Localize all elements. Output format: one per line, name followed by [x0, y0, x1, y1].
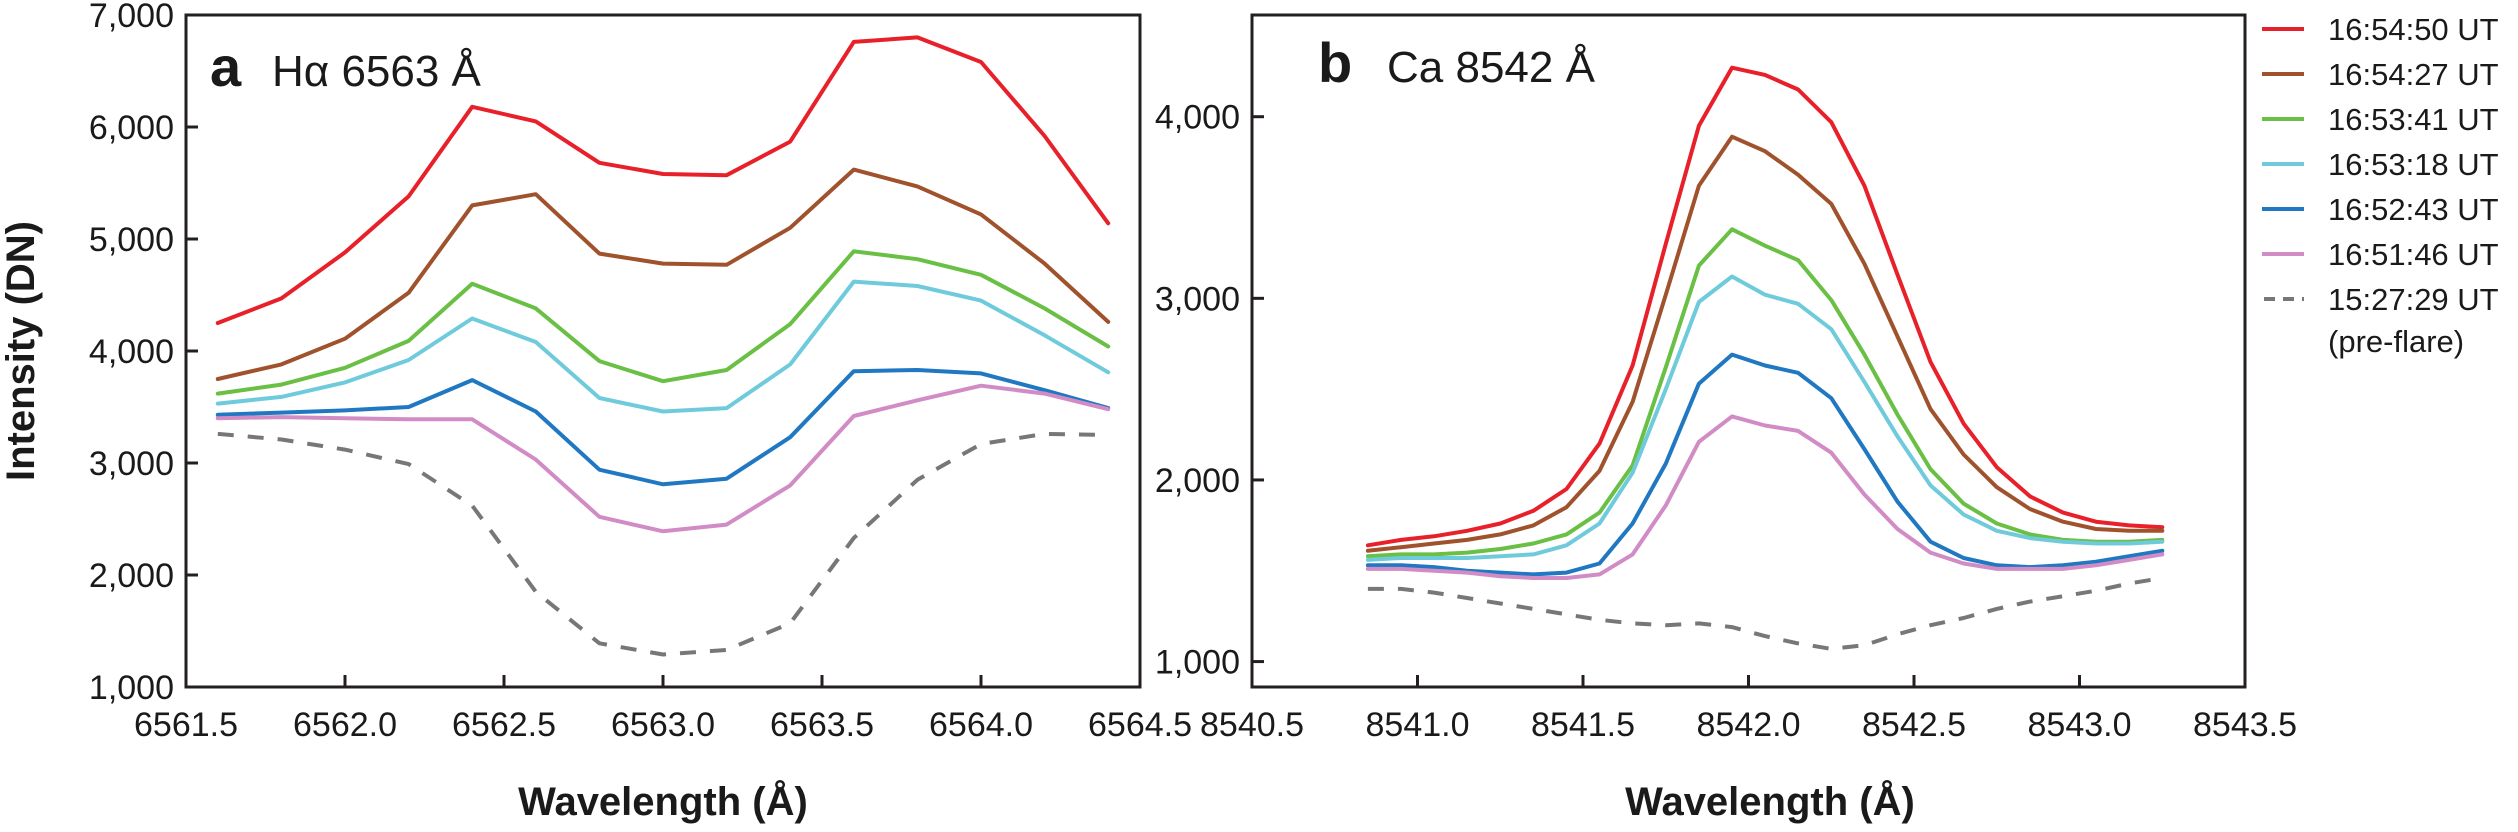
y-axis-label: Intensity (DN) — [0, 221, 43, 481]
legend-label: 16:54:50 UT — [2328, 12, 2499, 47]
panel-b-ticks-layer: 8540.5 8541.0 8541.5 8542.0 8542.5 8543.0 8543… — [1155, 99, 2297, 744]
panel-a-xtick-label: 6561.5 — [134, 706, 238, 744]
panel-a-xlabel: Wavelength (Å) — [518, 779, 808, 824]
panel-a-series-4 — [215, 368, 1111, 487]
legend-label: 16:54:27 UT — [2328, 57, 2499, 92]
panel-a-xtick-label: 6562.5 — [452, 706, 556, 744]
panel-a-ytick-label: 4,000 — [89, 333, 174, 371]
panel-b-xtick-label: 8540.5 — [1200, 706, 1304, 744]
panel-b-series-3 — [1365, 274, 2165, 562]
panel-b-ytick-label: 1,000 — [1155, 644, 1240, 682]
panel-a-series-0 — [215, 35, 1111, 325]
panel-b-xtick-label: 8541.5 — [1531, 706, 1635, 744]
panel-a-letter: a — [210, 35, 242, 98]
legend-label: 16:51:46 UT — [2328, 237, 2499, 272]
panel-b-xlabel: Wavelength (Å) — [1625, 779, 1915, 824]
legend-label: 15:27:29 UT — [2328, 282, 2499, 317]
panel-a-ytick-label: 3,000 — [89, 445, 174, 483]
panel-a-series-1 — [215, 167, 1111, 381]
panel-a-title: Hα 6563 Å — [272, 47, 482, 96]
panel-a-series-2 — [215, 249, 1111, 396]
legend-label-note: (pre-flare) — [2328, 324, 2464, 359]
panel-a-xtick-label: 6562.0 — [293, 706, 397, 744]
legend-label: 16:53:41 UT — [2328, 102, 2499, 137]
panel-b-xtick-label: 8541.0 — [1366, 706, 1470, 744]
panel-b-series-1 — [1365, 134, 2165, 553]
panel-b-ytick-label: 4,000 — [1155, 99, 1240, 137]
panel-a-ytick-label: 7,000 — [89, 0, 174, 35]
panel-b-ytick-label: 3,000 — [1155, 280, 1240, 318]
panel-b-xtick-label: 8543.5 — [2193, 706, 2297, 744]
panel-a-frame — [184, 13, 1142, 689]
panel-a: 6561.5 6562.0 6562.5 6563.0 6563.5 6564.0 6564… — [0, 0, 1192, 824]
panel-b-title: Ca 8542 Å — [1387, 43, 1596, 92]
panel-a-ytick-label: 5,000 — [89, 221, 174, 259]
panel-a-series-5 — [215, 383, 1111, 534]
panel-b-frame — [1250, 13, 2247, 689]
panel-b-xtick-label: 8543.0 — [2028, 706, 2132, 744]
legend: 16:54:50 UT 16:54:27 UT 16:53:41 UT 16:53:1… — [2262, 12, 2499, 359]
panel-b-series-2 — [1365, 227, 2165, 559]
panel-a-xtick-label: 6564.5 — [1088, 706, 1192, 744]
panel-a-xtick-label: 6563.5 — [770, 706, 874, 744]
panel-b-series-0 — [1365, 65, 2165, 548]
panel-b: 8540.5 8541.0 8541.5 8542.0 8542.5 8543.0 8543… — [1155, 13, 2297, 824]
panel-a-ytick-label: 2,000 — [89, 557, 174, 595]
panel-a-xtick-label: 6564.0 — [929, 706, 1033, 744]
panel-a-ticks-layer: 6561.5 6562.0 6562.5 6563.0 6563.5 6564.0 6564… — [89, 0, 1192, 744]
legend-label: 16:52:43 UT — [2328, 192, 2499, 227]
panel-a-series-6 — [217, 431, 1109, 657]
panel-b-series-5 — [1365, 414, 2165, 580]
panel-a-ytick-label: 1,000 — [89, 669, 174, 707]
panel-a-xtick-label: 6563.0 — [611, 706, 715, 744]
panel-b-xtick-label: 8542.5 — [1862, 706, 1966, 744]
panel-a-series-3 — [215, 279, 1111, 414]
legend-label: 16:53:18 UT — [2328, 147, 2499, 182]
panel-b-series-layer — [1365, 65, 2165, 651]
panel-b-xtick-label: 8542.0 — [1697, 706, 1801, 744]
panel-b-series-6 — [1367, 576, 2163, 651]
panel-a-series-layer — [215, 35, 1111, 657]
panel-a-ytick-label: 6,000 — [89, 109, 174, 147]
panel-b-ytick-label: 2,000 — [1155, 462, 1240, 500]
panel-b-letter: b — [1318, 31, 1352, 94]
